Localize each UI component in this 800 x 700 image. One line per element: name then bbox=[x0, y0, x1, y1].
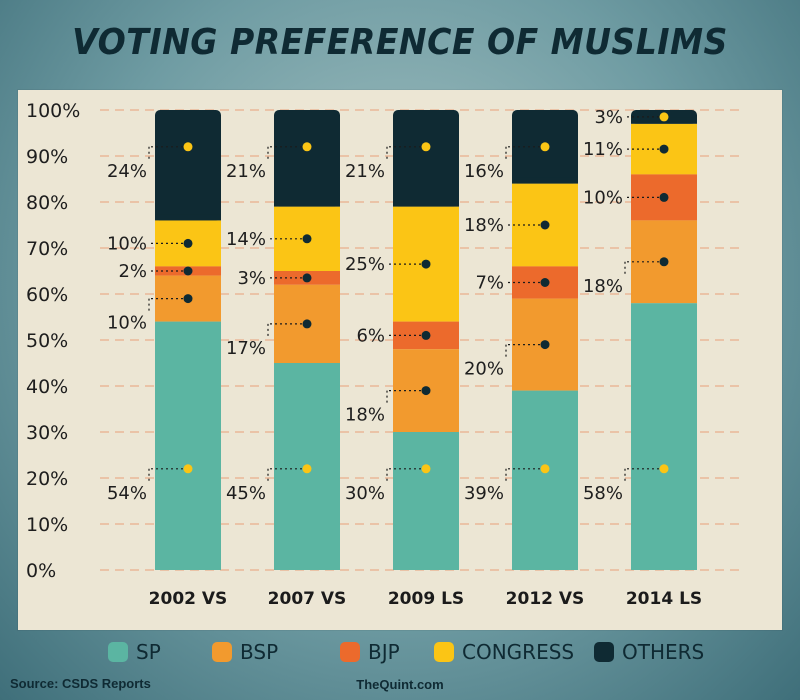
data-point-marker bbox=[540, 278, 550, 287]
data-point-marker bbox=[659, 144, 669, 154]
source-note: Source: CSDS Reports bbox=[10, 676, 151, 691]
y-tick-label: 70% bbox=[26, 238, 68, 260]
bar-segment-cap-fill bbox=[512, 177, 578, 184]
data-label: 2% bbox=[118, 261, 147, 282]
data-point-marker bbox=[421, 259, 431, 269]
y-tick-label: 90% bbox=[26, 146, 68, 168]
data-label: 18% bbox=[464, 215, 504, 236]
data-label: 16% bbox=[464, 161, 504, 182]
data-label: 58% bbox=[583, 483, 623, 504]
y-tick-label: 100% bbox=[26, 100, 80, 122]
data-label: 18% bbox=[345, 405, 385, 426]
data-point-marker bbox=[421, 464, 431, 474]
data-point-marker bbox=[302, 142, 312, 152]
data-point-marker bbox=[659, 257, 669, 267]
y-tick-label: 80% bbox=[26, 192, 68, 214]
y-tick-label: 60% bbox=[26, 284, 68, 306]
y-tick-label: 30% bbox=[26, 422, 68, 444]
legend-label: BJP bbox=[368, 640, 400, 664]
data-label: 10% bbox=[107, 313, 147, 334]
y-tick-label: 10% bbox=[26, 514, 68, 536]
data-label: 24% bbox=[107, 161, 147, 182]
data-point-marker bbox=[183, 294, 193, 304]
bar-segment-others bbox=[155, 110, 221, 221]
legend-item-bjp: BJP bbox=[340, 640, 400, 664]
data-point-marker bbox=[302, 273, 312, 283]
legend-swatch bbox=[434, 642, 454, 662]
bar-segment-others bbox=[274, 110, 340, 207]
chart-panel: 0% 10% 20% 30% 40% 50% 60% 70% 80% 90% 100% 2002 VS… bbox=[18, 90, 782, 630]
bar-segment-cap-fill bbox=[155, 214, 221, 221]
data-point-marker bbox=[302, 234, 312, 244]
data-point-marker bbox=[659, 112, 669, 122]
data-point-marker bbox=[421, 330, 431, 340]
x-category-label: 2012 VS bbox=[506, 589, 585, 609]
legend-swatch bbox=[594, 642, 614, 662]
data-point-marker bbox=[421, 142, 431, 152]
data-point-marker bbox=[183, 142, 193, 152]
legend-item-bsp: BSP bbox=[212, 640, 278, 664]
data-point-marker bbox=[540, 142, 550, 152]
data-label: 7% bbox=[475, 273, 504, 294]
data-label: 14% bbox=[226, 229, 266, 250]
data-label: 39% bbox=[464, 483, 504, 504]
legend-label: BSP bbox=[240, 640, 279, 664]
x-category-label: 2009 LS bbox=[388, 589, 464, 609]
x-category-label: 2002 VS bbox=[149, 589, 228, 609]
data-point-marker bbox=[183, 238, 193, 248]
chart-legend: SP BSP BJP CONGRESS OTHERS bbox=[0, 636, 800, 670]
data-point-marker bbox=[659, 464, 669, 474]
legend-swatch bbox=[212, 642, 232, 662]
legend-label: CONGRESS bbox=[462, 640, 575, 664]
data-label: 45% bbox=[226, 483, 266, 504]
y-tick-label: 20% bbox=[26, 468, 68, 490]
x-category-label: 2014 LS bbox=[626, 589, 702, 609]
legend-item-others: OTHERS bbox=[594, 640, 704, 664]
bar-segment-cap-fill bbox=[274, 200, 340, 207]
bar-segment-sp bbox=[393, 432, 459, 570]
data-point-marker bbox=[302, 319, 312, 329]
data-label: 25% bbox=[345, 254, 385, 275]
data-point-marker bbox=[540, 220, 550, 230]
data-point-marker bbox=[183, 266, 193, 276]
data-label: 21% bbox=[345, 161, 385, 182]
bar-segment-cap-fill bbox=[393, 200, 459, 207]
bar-segment-sp bbox=[155, 321, 221, 570]
data-label: 18% bbox=[583, 276, 623, 297]
data-label: 30% bbox=[345, 483, 385, 504]
legend-item-sp: SP bbox=[108, 640, 161, 664]
data-label: 6% bbox=[356, 325, 385, 346]
data-point-marker bbox=[540, 464, 550, 474]
x-category-label: 2007 VS bbox=[268, 589, 347, 609]
data-label: 10% bbox=[583, 187, 623, 208]
data-point-marker bbox=[659, 192, 669, 202]
data-label: 3% bbox=[237, 268, 266, 289]
legend-label: SP bbox=[136, 640, 161, 664]
y-tick-label: 50% bbox=[26, 330, 68, 352]
stacked-bar-chart: 0% 10% 20% 30% 40% 50% 60% 70% 80% 90% 100% 2002 VS… bbox=[26, 100, 740, 609]
data-point-marker bbox=[540, 340, 550, 350]
legend-swatch bbox=[340, 642, 360, 662]
legend-swatch bbox=[108, 642, 128, 662]
chart-title: VOTING PREFERENCE OF MUSLIMS bbox=[72, 22, 728, 63]
data-point-marker bbox=[183, 464, 193, 474]
data-label: 20% bbox=[464, 359, 504, 380]
legend-item-congress: CONGRESS bbox=[434, 640, 574, 664]
data-label: 54% bbox=[107, 483, 147, 504]
legend-label: OTHERS bbox=[622, 640, 705, 664]
data-label: 11% bbox=[583, 139, 623, 160]
brand-credit: TheQuint.com bbox=[356, 677, 444, 692]
data-point-marker bbox=[421, 386, 431, 396]
bar-segment-sp bbox=[631, 303, 697, 570]
data-label: 3% bbox=[594, 107, 623, 128]
y-tick-label: 40% bbox=[26, 376, 68, 398]
data-label: 17% bbox=[226, 338, 266, 359]
data-point-marker bbox=[302, 464, 312, 474]
data-label: 10% bbox=[107, 233, 147, 254]
bar-segment-sp bbox=[512, 390, 578, 570]
data-label: 21% bbox=[226, 161, 266, 182]
y-tick-label: 0% bbox=[26, 560, 56, 582]
bar-segment-others bbox=[393, 110, 459, 207]
